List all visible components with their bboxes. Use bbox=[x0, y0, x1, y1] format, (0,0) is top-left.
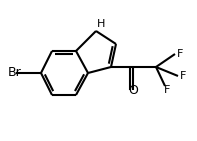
Text: Br: Br bbox=[8, 67, 22, 80]
Text: H: H bbox=[97, 19, 105, 29]
Text: F: F bbox=[180, 71, 186, 81]
Text: O: O bbox=[128, 84, 138, 97]
Text: F: F bbox=[164, 85, 170, 95]
Text: F: F bbox=[177, 49, 183, 59]
